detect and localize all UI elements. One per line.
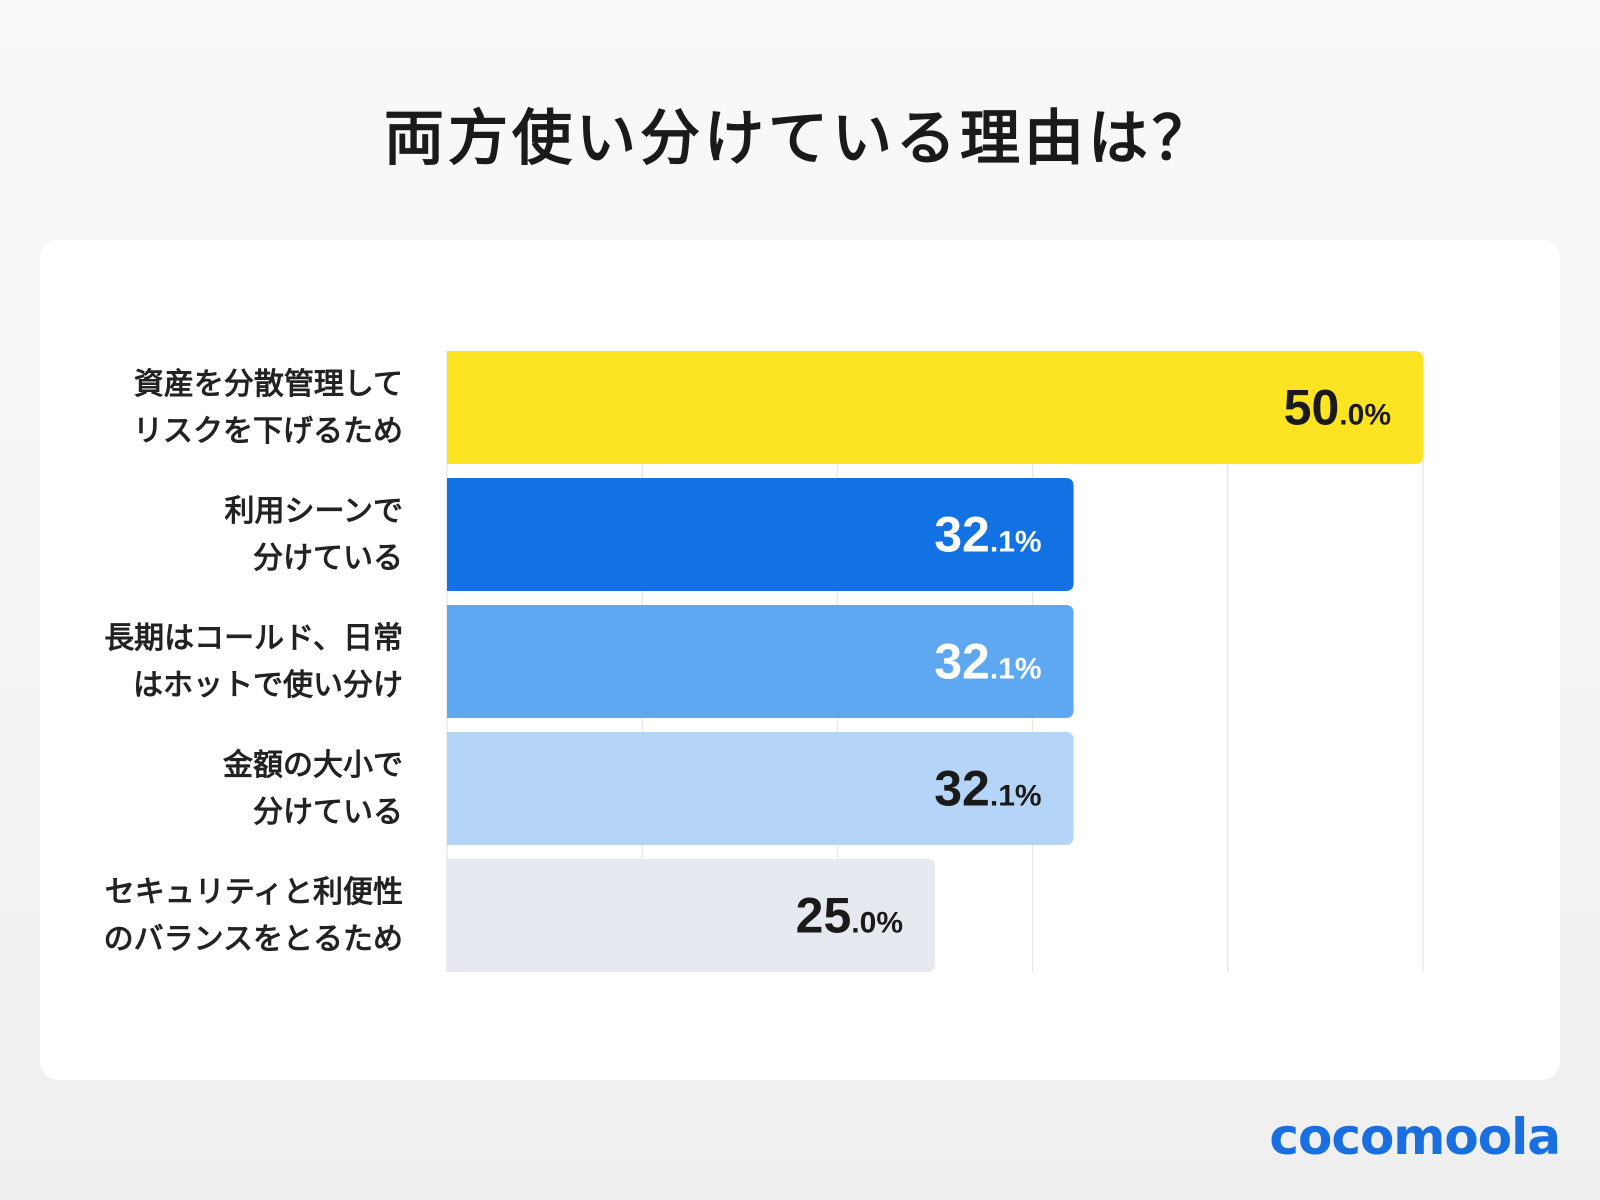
- data-label-integer: 32: [934, 634, 990, 690]
- bar: [447, 732, 1074, 845]
- category-label: 長期はコールド、日常はホットで使い分け: [43, 615, 403, 709]
- cocomoola-logo: cocomoola: [1269, 1108, 1561, 1166]
- bar: [447, 351, 1423, 464]
- category-label-line: のバランスをとるため: [103, 921, 403, 957]
- data-label: 50.0%: [1284, 380, 1391, 436]
- bar: [447, 605, 1074, 718]
- data-label-decimal: .1%: [990, 653, 1042, 686]
- data-label: 25.0%: [796, 888, 903, 944]
- category-label-line: リスクを下げるため: [133, 413, 403, 449]
- data-label-decimal: .1%: [990, 780, 1042, 813]
- category-label-line: 長期はコールド、日常: [104, 620, 403, 656]
- category-label: 利用シーンで分けている: [43, 488, 404, 582]
- data-label-decimal: .0%: [851, 907, 903, 940]
- category-label-line: 資産を分散管理して: [133, 366, 403, 402]
- category-label: 資産を分散管理して リスクを下げるため: [43, 361, 403, 455]
- bar: [447, 478, 1074, 591]
- bar: [447, 859, 935, 972]
- category-label-line: 分けている: [253, 540, 403, 576]
- chart-title: 両方使い分けている理由は？: [384, 104, 1216, 174]
- category-label-line: はホットで使い分け: [133, 667, 403, 703]
- data-label: 32.1%: [934, 634, 1041, 690]
- category-label: 金額の大小で分けている: [43, 742, 403, 836]
- data-label-integer: 25: [796, 888, 852, 944]
- data-label-decimal: .1%: [990, 526, 1042, 559]
- data-label-integer: 32: [934, 507, 990, 563]
- category-label-line: 利用シーンで: [224, 493, 404, 529]
- data-label-integer: 32: [934, 761, 990, 817]
- category-label-line: 分けている: [253, 794, 403, 830]
- data-label-integer: 50: [1284, 380, 1340, 436]
- data-label-decimal: .0%: [1339, 399, 1391, 432]
- category-label: セキュリティと利便性 のバランスをとるため: [43, 869, 403, 963]
- data-label: 32.1%: [934, 761, 1041, 817]
- category-label-line: 金額の大小で: [223, 747, 403, 783]
- data-label: 32.1%: [934, 507, 1041, 563]
- category-label-line: セキュリティと利便性: [104, 874, 403, 910]
